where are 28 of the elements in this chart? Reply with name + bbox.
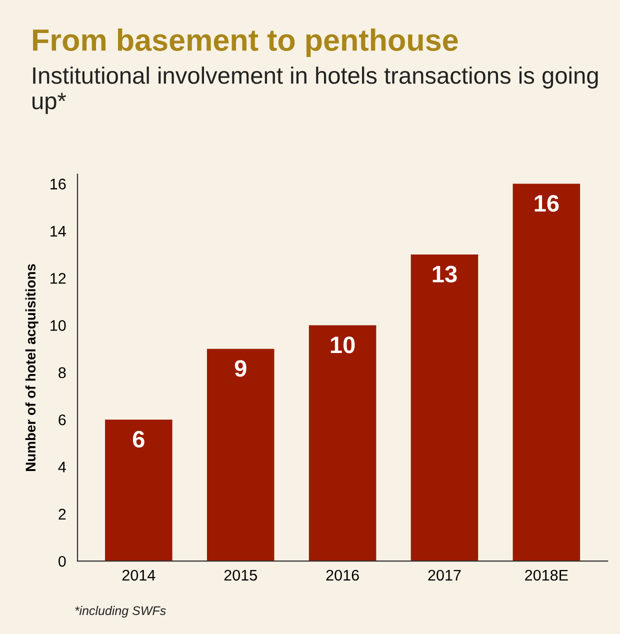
data-label: 10 — [330, 336, 355, 354]
bar — [410, 254, 478, 562]
y-tick-label: 8 — [58, 367, 66, 378]
data-label: 6 — [132, 430, 144, 448]
y-tick-label: 10 — [50, 320, 66, 331]
y-tick-label: 16 — [50, 178, 66, 190]
x-tick-label: 2015 — [224, 570, 257, 581]
x-tick-label: 2018E — [525, 570, 568, 581]
bar — [308, 325, 376, 562]
y-tick-label: 4 — [58, 462, 66, 472]
y-tick-label: 0 — [58, 556, 66, 567]
x-tick-label: 2017 — [428, 570, 461, 581]
bar — [105, 420, 172, 562]
text: *including SWFs — [75, 606, 166, 618]
y-tick-label: 2 — [58, 508, 66, 520]
y-tick-label: 12 — [50, 272, 66, 284]
bar — [206, 348, 274, 562]
y-tick-label: 6 — [58, 414, 66, 426]
chart-subtitle: Institutional involvement in hotels transactions is going up* — [32, 66, 598, 114]
bar — [512, 184, 580, 562]
data-label: 13 — [432, 266, 457, 283]
data-label: 16 — [534, 195, 559, 212]
data-label: 9 — [234, 360, 246, 377]
y-tick-label: 14 — [50, 226, 66, 236]
x-tick-label: 2014 — [122, 570, 156, 581]
y-axis-title: Number of of hotel acquisitions — [25, 264, 38, 471]
x-tick-label: 2016 — [326, 570, 359, 581]
chart-title: From basement to penthouse — [33, 28, 458, 58]
